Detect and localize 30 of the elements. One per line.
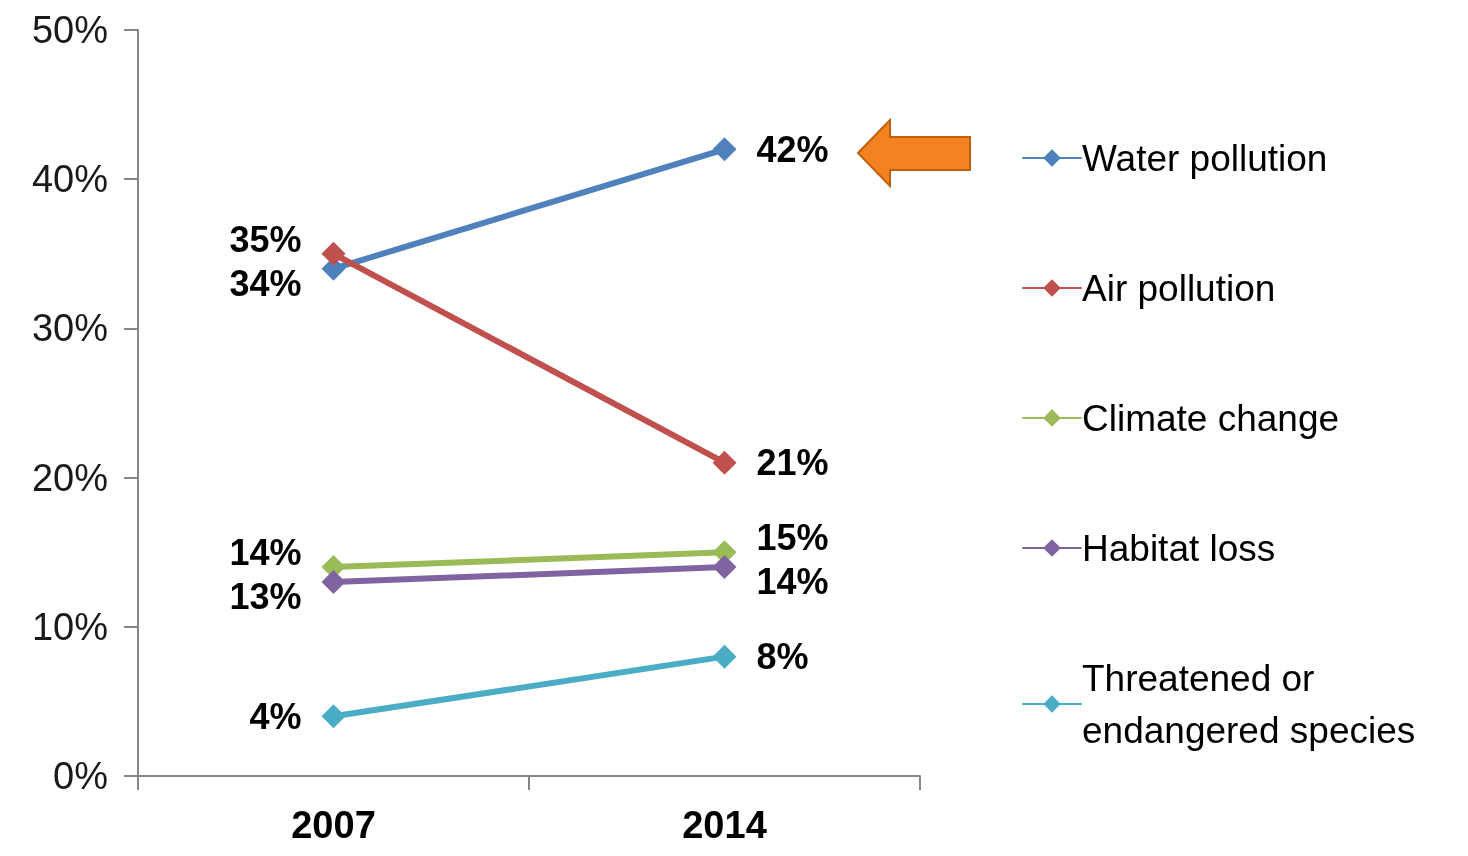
legend-label: Water pollution [1082,137,1328,179]
x-tick-label: 2007 [291,804,376,846]
data-label: 14% [229,532,302,574]
data-label: 8% [756,636,809,678]
y-tick-label: 50% [31,9,108,51]
point [712,555,737,580]
data-label: 21% [756,442,829,484]
point [321,241,346,266]
legend-label: Climate change [1082,397,1340,439]
data-label: 35% [229,218,302,260]
y-tick-label: 40% [31,158,108,201]
point [712,450,737,475]
data-label: 42% [756,128,829,170]
y-tick-label: 20% [31,456,108,499]
y-tick-label: 0% [53,755,108,797]
legend-label: Threatened or endangered species [1082,657,1416,751]
point [321,570,346,595]
data-label: 13% [229,576,302,618]
legend-label: Air pollution [1082,267,1276,309]
point [712,644,737,669]
point [321,704,346,729]
data-label: 4% [249,695,302,737]
y-tick-label: 30% [31,307,108,350]
legend-label: Habitat loss [1082,527,1276,569]
data-label: 15% [756,517,829,559]
x-tick-label: 2014 [682,804,767,846]
data-label: 14% [756,561,829,603]
y-tick-label: 10% [31,605,108,648]
data-label: 34% [229,262,302,304]
point [712,137,737,162]
